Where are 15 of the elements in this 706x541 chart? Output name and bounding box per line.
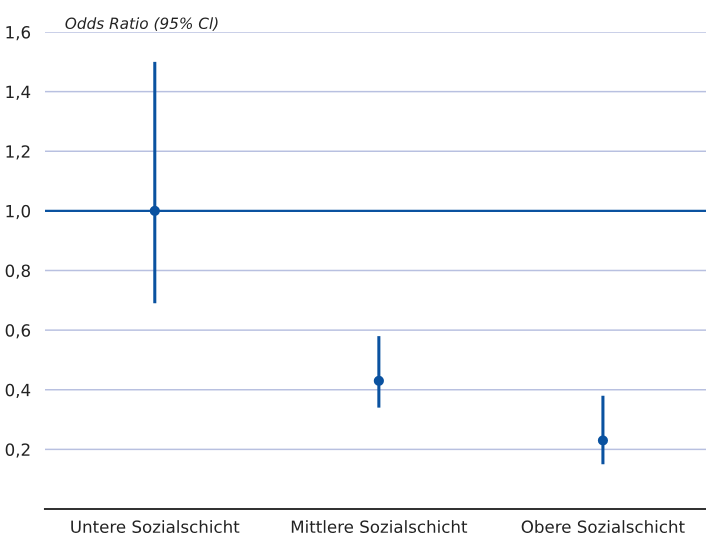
x-tick-label: Mittlere Sozialschicht xyxy=(292,520,468,534)
point xyxy=(374,376,384,386)
y-tick-label: 1,0 xyxy=(6,204,30,220)
y-tick-label: 1,4 xyxy=(6,86,30,100)
x-tick-label: Obere Sozialschicht xyxy=(522,520,685,534)
x-tick-label: Untere Sozialschicht xyxy=(71,520,240,534)
y-tick-label: 0,4 xyxy=(6,384,30,398)
y-axis-title: Odds Ratio (95% Cl) xyxy=(65,17,218,31)
y-tick-label: 1,6 xyxy=(6,26,30,40)
y-tick-label: 0,6 xyxy=(6,324,30,338)
y-tick-label: 0,2 xyxy=(6,443,30,458)
y-tick-label: 0,8 xyxy=(6,264,30,279)
y-tick-label: 1,2 xyxy=(6,145,30,160)
point xyxy=(150,206,160,216)
point xyxy=(598,435,608,446)
